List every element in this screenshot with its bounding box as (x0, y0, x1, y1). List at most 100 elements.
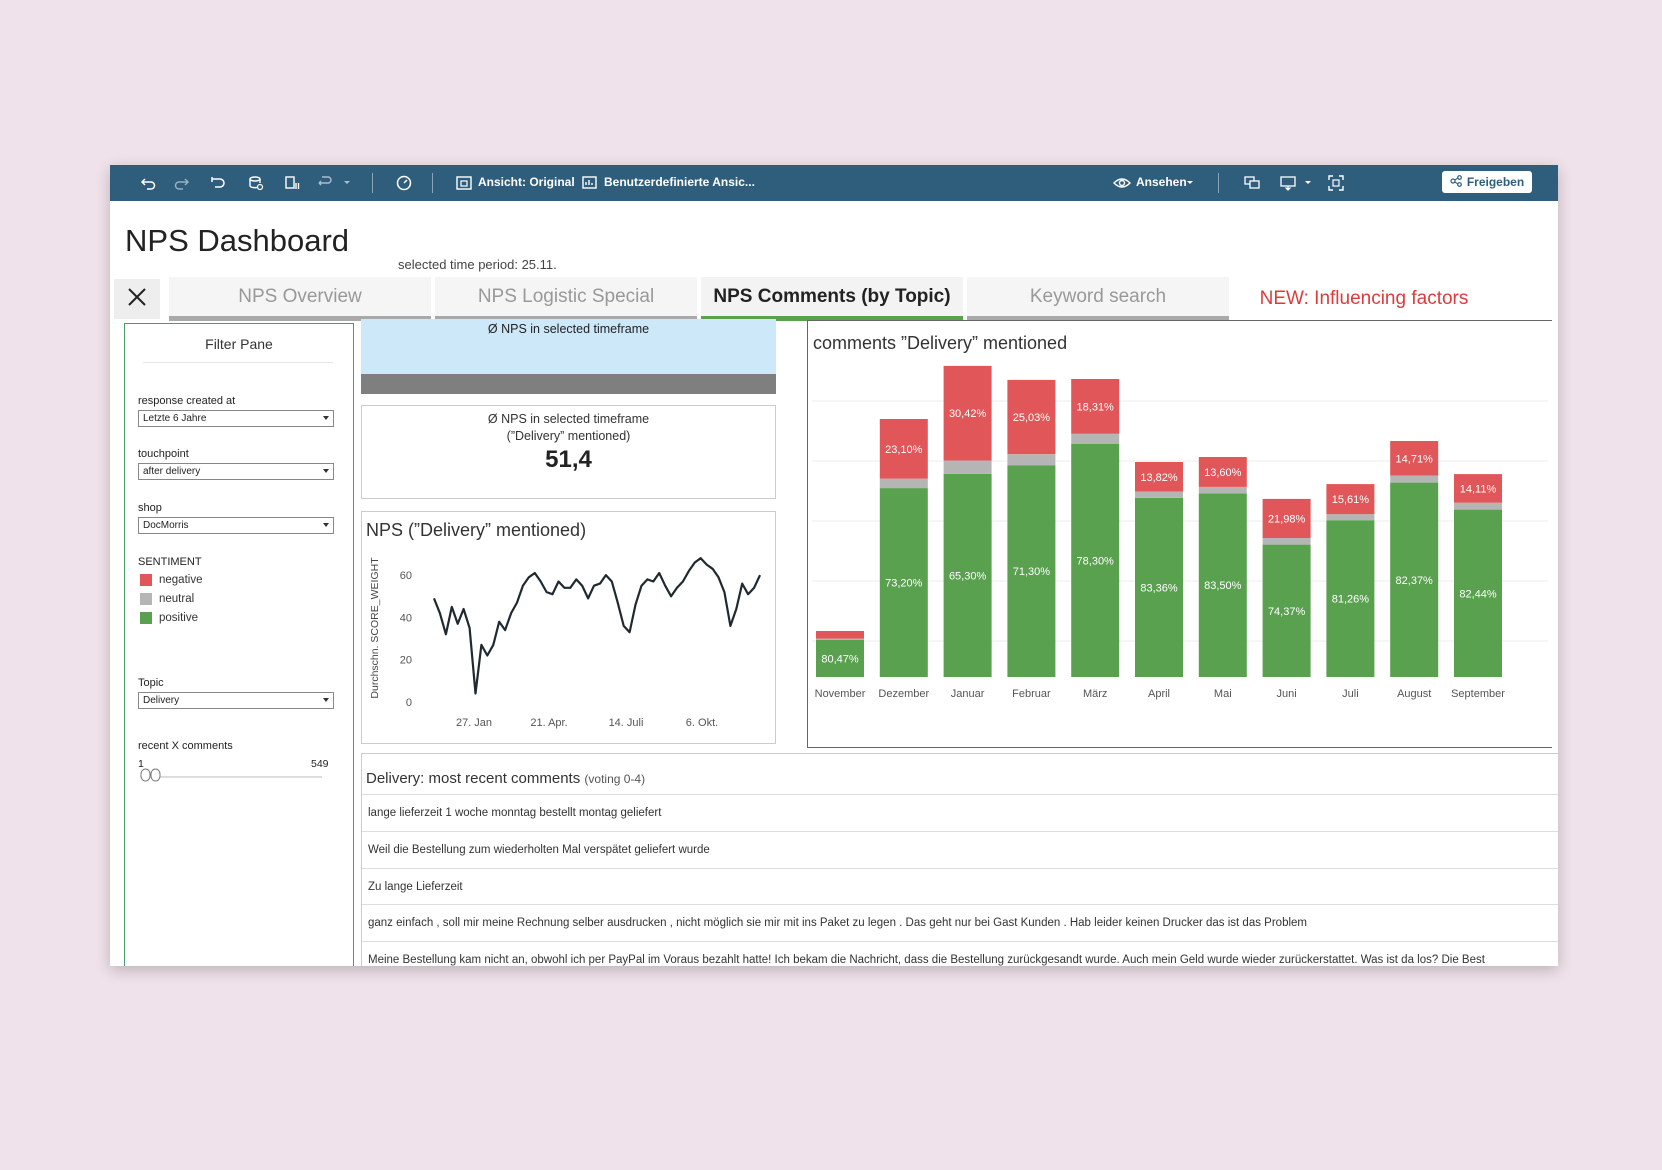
slider-min-label: 1 (138, 758, 144, 770)
line-chart-svg: 0 20 40 60 Durchschn. SCORE_WEIGHT 27. Jan 21.… (369, 557, 761, 729)
delivery-bar-chart: comments ”Delivery” mentioned 80,47% Nove… (807, 320, 1552, 748)
y-axis-label: Durchschn. SCORE_WEIGHT (369, 557, 381, 699)
x-category-label: Januar (951, 688, 985, 700)
touchpoint-select[interactable]: after delivery (138, 463, 334, 480)
x-category-label: November (815, 688, 866, 700)
undo-icon[interactable] (136, 171, 160, 195)
bar-segment-neutral (1198, 486, 1247, 494)
comment-row[interactable]: Weil die Bestellung zum wiederholten Mal… (362, 831, 1558, 868)
bar-segment-positive (1198, 493, 1247, 677)
line-chart-title: NPS (”Delivery” mentioned) (366, 520, 587, 540)
custom-views-icon[interactable] (578, 171, 602, 195)
comment-row[interactable]: ganz einfach , soll mir meine Rechnung s… (362, 904, 1558, 941)
comments-subtitle: (voting 0-4) (584, 772, 646, 786)
eye-icon[interactable] (1110, 171, 1134, 195)
tab-nps-logistic-special[interactable]: NPS Logistic Special (435, 277, 697, 321)
y-tick-label: 20 (400, 655, 412, 667)
share-button[interactable]: Freigeben (1442, 171, 1532, 193)
legend-item-neutral[interactable]: neutral (140, 592, 194, 606)
recent-comments-label: recent X comments (138, 740, 233, 752)
bar-segment-neutral (1135, 491, 1183, 498)
replay-icon[interactable] (312, 171, 336, 195)
bar-segment-neutral (1007, 454, 1056, 466)
x-category-label: April (1148, 688, 1170, 700)
pause-updates-icon[interactable] (280, 171, 304, 195)
bar-data-label: 71,30% (1013, 566, 1051, 578)
legend-item-negative[interactable]: negative (140, 573, 202, 587)
filter-pane-title: Filter Pane (205, 336, 273, 352)
metrics-icon[interactable] (392, 171, 416, 195)
filter-pane: Filter Pane response created at Letzte 6… (124, 323, 354, 966)
legend-swatch (140, 612, 152, 624)
bar-data-label: 30,42% (949, 408, 987, 420)
chevron-down-icon[interactable] (1296, 171, 1320, 195)
bar-segment-negative (1390, 441, 1439, 476)
bar-data-label: 73,20% (885, 578, 923, 590)
kpi-top-label: Ø NPS in selected timeframe (487, 322, 650, 336)
slider-handle[interactable] (140, 768, 164, 782)
tab-nps-overview[interactable]: NPS Overview (169, 277, 431, 321)
tab-keyword-search[interactable]: Keyword search (967, 277, 1229, 321)
comment-row[interactable]: lange lieferzeit 1 woche monntag bestell… (362, 794, 1558, 831)
redo-icon[interactable] (170, 171, 194, 195)
tab-influencing-factors[interactable]: NEW: Influencing factors (1233, 277, 1495, 321)
response-created-select[interactable]: Letzte 6 Jahre (138, 410, 334, 427)
custom-views-button[interactable]: Benutzerdefinierte Ansic... (604, 175, 755, 189)
comments-table: Delivery: most recent comments (voting 0… (361, 753, 1558, 966)
fullscreen-icon[interactable] (1324, 171, 1348, 195)
comments-title: Delivery: most recent comments (voting 0… (366, 770, 645, 787)
x-tick-label: 21. Apr. (530, 717, 567, 729)
bar-segment-neutral (943, 460, 992, 474)
slider-track[interactable] (140, 776, 322, 778)
nps-kpi-card: Ø NPS in selected timeframe (”Delivery” … (361, 405, 776, 499)
legend-swatch (140, 574, 152, 586)
comment-row[interactable]: Meine Bestellung kam nicht an, obwohl ic… (362, 941, 1558, 966)
chevron-down-icon[interactable] (1178, 171, 1202, 195)
bar-segment-neutral (1326, 514, 1375, 521)
tab-nps-comments-by-topic[interactable]: NPS Comments (by Topic) (701, 277, 963, 321)
view-original-button[interactable]: Ansicht: Original (478, 175, 575, 189)
bar-data-label: 82,37% (1396, 575, 1434, 587)
kpi-top-bar (361, 374, 776, 394)
bar-data-label: 83,36% (1140, 582, 1178, 594)
bar-segment-negative (1326, 484, 1375, 515)
share-label: Freigeben (1466, 175, 1525, 189)
toolbar: Ansicht: Original Benutzerdefinierte Ans… (110, 165, 1558, 201)
bar-data-label: 14,71% (1396, 453, 1434, 465)
chevron-down-icon[interactable] (335, 171, 359, 195)
toolbar-divider (372, 173, 373, 193)
bar-segment-negative (879, 419, 928, 479)
refresh-data-icon[interactable] (244, 171, 268, 195)
nps-series-line (432, 557, 761, 695)
kpi-sublabel: (”Delivery” mentioned) (506, 429, 631, 443)
selected-period: selected time period: 25.11. (398, 257, 557, 272)
y-tick-label: 40 (400, 612, 412, 624)
bar-segment-negative (1071, 379, 1120, 434)
shop-select[interactable]: DocMorris (138, 517, 334, 534)
bar-data-label: 82,44% (1459, 588, 1497, 600)
close-button[interactable] (114, 279, 160, 319)
revert-icon[interactable] (206, 171, 230, 195)
chevron-down-icon (323, 698, 329, 702)
x-tick-label: 6. Okt. (686, 717, 718, 729)
topic-select[interactable]: Delivery (138, 692, 334, 709)
response-created-value: Letzte 6 Jahre (143, 413, 207, 424)
close-icon (126, 286, 148, 313)
bar-segment-negative (1198, 457, 1247, 487)
x-category-label: Mai (1214, 688, 1232, 700)
topic-label: Topic (138, 677, 164, 689)
bar-segment-positive (1326, 520, 1375, 677)
watch-button[interactable]: Ansehen (1136, 175, 1187, 189)
x-category-label: September (1451, 688, 1505, 700)
bar-segment-neutral (1454, 502, 1502, 510)
bar-segment-positive (1135, 497, 1183, 677)
comment-row[interactable]: Zu lange Lieferzeit (362, 868, 1558, 905)
view-original-icon[interactable] (452, 171, 476, 195)
bar-segment-positive (1454, 509, 1502, 677)
y-tick-label: 0 (406, 697, 412, 709)
comments-icon[interactable] (1240, 171, 1264, 195)
bar-data-label: 81,26% (1332, 594, 1370, 606)
legend-item-positive[interactable]: positive (140, 611, 198, 625)
x-category-label: Juli (1342, 688, 1359, 700)
download-icon[interactable] (1276, 171, 1300, 195)
